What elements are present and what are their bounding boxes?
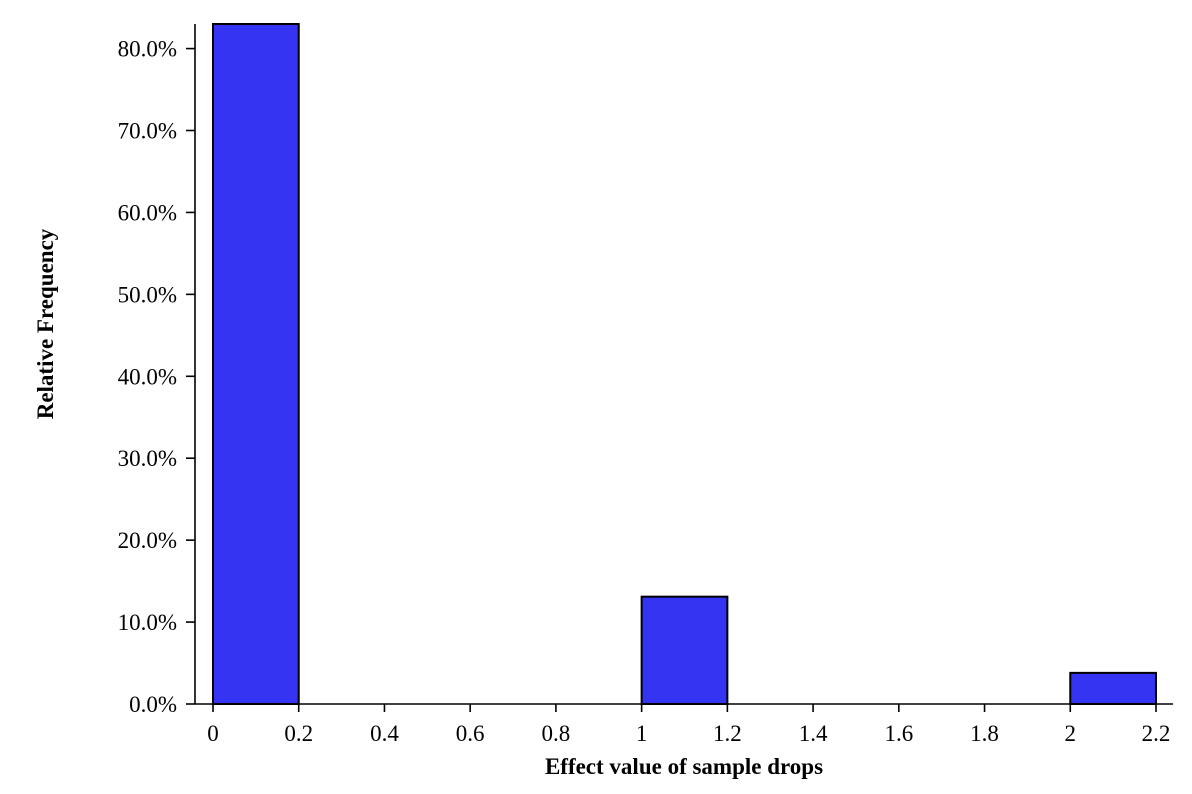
x-axis-title: Effect value of sample drops (545, 754, 823, 779)
y-axis-title: Relative Frequency (33, 228, 58, 419)
x-tick-label: 1.6 (884, 721, 913, 746)
x-tick-label: 1.8 (970, 721, 999, 746)
x-tick-label: 0.4 (370, 721, 399, 746)
x-tick-label: 0.8 (542, 721, 571, 746)
x-tick-label: 0.6 (456, 721, 485, 746)
histogram-bar-2 (1069, 671, 1157, 706)
x-tick-label: 2.2 (1142, 721, 1171, 746)
x-tick-label: 0 (207, 721, 219, 746)
y-tick-label: 40.0% (118, 364, 177, 389)
x-tick-label: 0.2 (284, 721, 313, 746)
x-tick-label: 1 (636, 721, 648, 746)
x-tick-label: 1.2 (713, 721, 742, 746)
y-ticks-group: 0.0% 10.0% 20.0% 30.0% 40.0% 50.0% 60.0% 70.0% 8… (118, 37, 195, 717)
y-tick-label: 20.0% (118, 528, 177, 553)
y-tick-label: 70.0% (118, 119, 177, 144)
histogram-bar-0 (212, 23, 300, 705)
y-tick-label: 60.0% (118, 200, 177, 225)
histogram-bar-1 (640, 595, 729, 705)
bars-group (212, 23, 1157, 706)
y-tick-label: 50.0% (118, 282, 177, 307)
x-tick-label: 2 (1065, 721, 1077, 746)
x-tick-label: 1.4 (799, 721, 828, 746)
y-tick-label: 30.0% (118, 446, 177, 471)
y-tick-label: 10.0% (118, 610, 177, 635)
x-ticks-group: 0 0.2 0.4 0.6 0.8 1 1.2 1.4 1.6 1.8 2 2.2 (207, 704, 1170, 746)
y-tick-label: 0.0% (129, 692, 177, 717)
y-tick-label: 80.0% (118, 37, 177, 62)
